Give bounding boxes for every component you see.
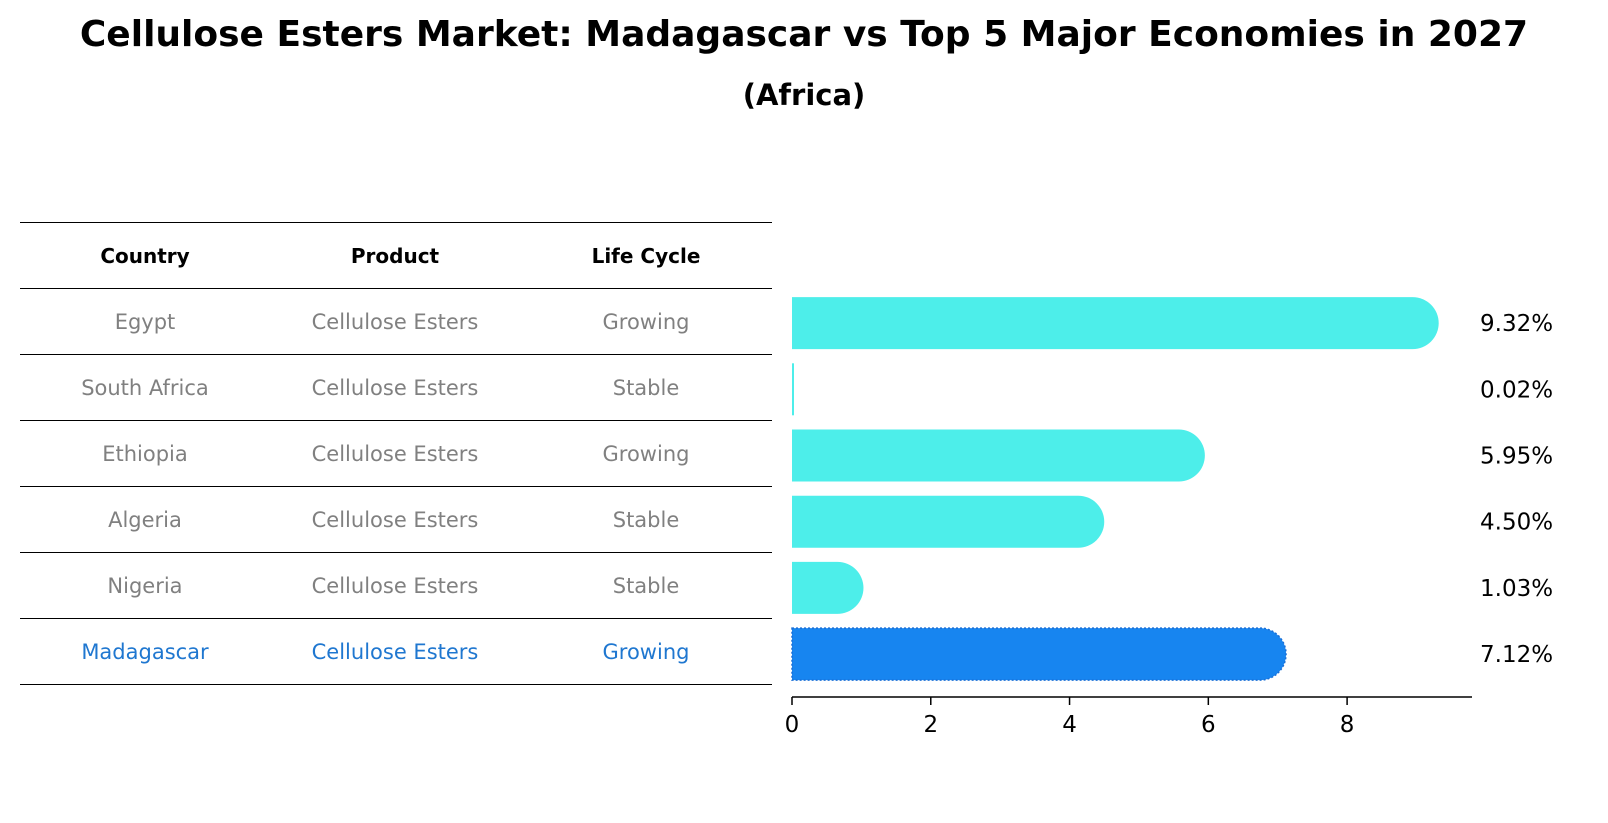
chart-subtitle: (Africa) [742,78,866,112]
x-tick-label: 4 [1062,712,1077,738]
cell-country: Egypt [114,309,176,334]
table-header-row: Country Product Life Cycle [20,222,772,288]
table-row-highlighted: Madagascar Cellulose Esters Growing [20,618,772,685]
x-tick-label: 6 [1201,712,1216,738]
table-row: Ethiopia Cellulose Esters Growing [20,420,772,486]
chart-title: Cellulose Esters Market: Madagascar vs T… [79,14,1529,55]
table-row: Algeria Cellulose Esters Stable [20,486,772,552]
cell-product: Cellulose Esters [311,573,479,598]
cell-product: Cellulose Esters [311,375,479,400]
header-country: Country [100,243,190,268]
table-row: Nigeria Cellulose Esters Stable [20,552,772,618]
cell-country: Nigeria [107,573,183,598]
bar-value-label: 4.50% [1480,510,1553,536]
bar-value-label: 7.12% [1480,642,1553,668]
x-tick-label: 2 [923,712,938,738]
x-tick-label: 0 [785,712,800,738]
bar [792,363,794,416]
bar [792,429,1205,482]
cell-country: Algeria [108,507,182,532]
cell-life-cycle: Stable [612,507,680,532]
bar-value-label: 1.03% [1480,576,1553,602]
cell-product: Cellulose Esters [311,309,479,334]
bar-value-label: 9.32% [1480,311,1553,337]
header-life-cycle: Life Cycle [591,243,701,268]
cell-product: Cellulose Esters [311,639,479,664]
x-tick-label: 8 [1340,712,1355,738]
cell-life-cycle: Stable [612,375,680,400]
cell-product: Cellulose Esters [311,441,479,466]
table-row: Egypt Cellulose Esters Growing [20,288,772,354]
bar-value-label: 5.95% [1480,444,1553,470]
data-table: Country Product Life Cycle Egypt Cellulo… [20,222,772,685]
cell-life-cycle: Growing [602,309,690,334]
cell-country: Madagascar [81,639,209,664]
table-row: South Africa Cellulose Esters Stable [20,354,772,420]
cell-country: South Africa [81,375,209,400]
cell-life-cycle: Growing [602,441,690,466]
cell-life-cycle: Growing [602,639,690,664]
cell-product: Cellulose Esters [311,507,479,532]
bar [792,561,864,614]
cell-country: Ethiopia [102,441,188,466]
bar-highlighted [791,627,1287,681]
bar-value-label: 0.02% [1480,377,1553,403]
bar [792,297,1439,350]
header-product: Product [350,243,440,268]
bar [792,495,1105,548]
cell-life-cycle: Stable [612,573,680,598]
